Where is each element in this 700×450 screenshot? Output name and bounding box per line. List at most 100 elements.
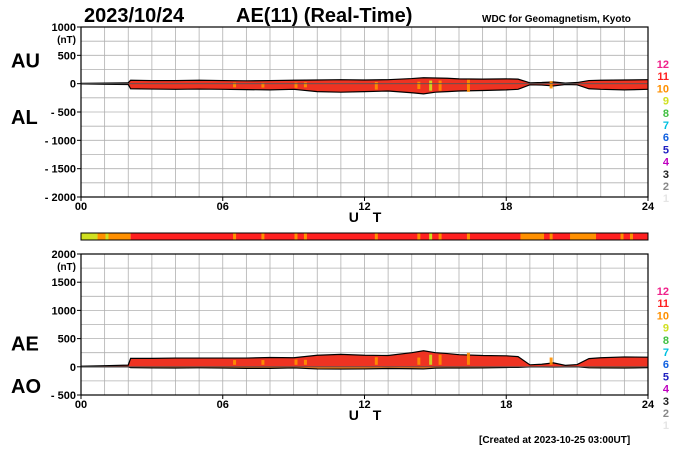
x-axis-label: U T xyxy=(349,209,387,225)
y-tick-label: - 500 xyxy=(51,107,76,119)
date-label: 2023/10/24 xyxy=(84,5,185,27)
level-stripe xyxy=(466,352,470,365)
legend-level-1: 1 xyxy=(663,420,669,432)
legend-level-10: 10 xyxy=(657,83,669,95)
level-stripe xyxy=(294,82,298,88)
legend-level-7: 7 xyxy=(663,347,669,359)
level-stripe xyxy=(429,354,433,365)
legend-level-11: 11 xyxy=(657,298,669,310)
legend-level-9: 9 xyxy=(663,96,669,108)
series-al-trace xyxy=(80,83,649,95)
level-stripe xyxy=(303,82,307,88)
x-tick-label: 24 xyxy=(642,399,655,411)
legend-level-8: 8 xyxy=(663,335,669,347)
level-stripe xyxy=(261,360,265,365)
legend-level-2: 2 xyxy=(663,181,669,193)
level-segment xyxy=(97,233,131,240)
y-unit-label: (nT) xyxy=(57,35,76,46)
level-stripe xyxy=(233,360,237,365)
legend-level-12: 12 xyxy=(657,286,669,298)
level-stripe xyxy=(417,357,421,365)
y-tick-label: - 2000 xyxy=(45,192,76,204)
activity-level-bar xyxy=(80,232,649,241)
legend-level-4: 4 xyxy=(663,384,670,396)
level-bar-frame xyxy=(80,232,649,241)
side-label-au: AU xyxy=(11,50,40,72)
side-label-ao: AO xyxy=(11,376,41,398)
level-stripe xyxy=(549,81,553,89)
level-highlight xyxy=(105,233,109,240)
organization-label: WDC for Geomagnetism, Kyoto xyxy=(482,14,631,25)
legend-level-4: 4 xyxy=(663,157,670,169)
created-timestamp: [Created at 2023-10-25 03:00UT] xyxy=(479,435,630,446)
y-tick-label: 0 xyxy=(70,362,76,374)
y-tick-label: 0 xyxy=(70,79,76,91)
legend-level-5: 5 xyxy=(663,144,669,156)
side-label-al: AL xyxy=(11,107,38,129)
legend-level-7: 7 xyxy=(663,120,669,132)
level-highlight xyxy=(303,233,307,240)
x-tick-label: 18 xyxy=(500,201,512,213)
level-highlight xyxy=(620,233,624,240)
level-highlight xyxy=(233,233,237,240)
series-ae-trace xyxy=(80,350,649,367)
legend-level-6: 6 xyxy=(663,132,669,144)
level-stripe xyxy=(374,357,378,365)
level-block xyxy=(520,233,545,240)
chart-title: AE(11) (Real-Time) xyxy=(236,5,412,27)
y-tick-label: - 500 xyxy=(51,390,76,402)
legend-level-2: 2 xyxy=(663,408,669,420)
series-au-trace xyxy=(80,77,649,84)
y-tick-label: 1500 xyxy=(52,277,76,289)
legend-level-9: 9 xyxy=(663,323,669,335)
legend-level-3: 3 xyxy=(663,396,669,408)
y-tick-label: 500 xyxy=(58,50,76,62)
y-tick-label: 1000 xyxy=(52,305,76,317)
level-stripe xyxy=(417,81,421,90)
level-highlight xyxy=(466,233,470,240)
y-tick-label: 1000 xyxy=(52,22,76,34)
legend-level-12: 12 xyxy=(657,59,669,71)
level-block xyxy=(570,233,597,240)
y-tick-label: - 1000 xyxy=(45,135,76,147)
level-highlight xyxy=(294,233,298,240)
panel-au-al: 1000 500 0 - 500 - 1000 - 1500 - 2000 (nT) 00 06 1… xyxy=(11,22,670,225)
level-highlight xyxy=(417,233,421,240)
level-highlight xyxy=(429,233,433,240)
legend-level-8: 8 xyxy=(663,108,669,120)
level-stripe xyxy=(429,80,433,91)
x-tick-label: 00 xyxy=(75,399,87,411)
y-unit-label: (nT) xyxy=(57,262,76,273)
x-tick-label: 12 xyxy=(358,201,370,213)
x-tick-label: 06 xyxy=(217,399,229,411)
level-stripe xyxy=(303,359,307,365)
x-tick-label: 06 xyxy=(217,201,229,213)
x-tick-label: 18 xyxy=(500,399,512,411)
x-tick-label: 12 xyxy=(358,399,370,411)
legend-level-1: 1 xyxy=(663,193,669,205)
x-tick-label: 24 xyxy=(642,201,655,213)
level-highlight xyxy=(86,233,90,240)
legend-level-5: 5 xyxy=(663,371,669,383)
level-segment xyxy=(130,233,649,240)
level-stripe xyxy=(233,82,237,88)
level-highlight xyxy=(261,233,265,240)
level-highlight xyxy=(438,233,442,240)
y-tick-label: 500 xyxy=(58,334,76,346)
series-al-area xyxy=(81,83,648,94)
level-stripe xyxy=(438,80,442,91)
y-tick-label: 2000 xyxy=(52,249,76,261)
level-highlight xyxy=(374,233,378,240)
level-stripe xyxy=(549,357,553,365)
series-ae-area xyxy=(81,350,648,367)
x-tick-label: 00 xyxy=(75,201,87,213)
level-highlight xyxy=(629,233,633,240)
level-stripe xyxy=(294,359,298,365)
legend-level-10: 10 xyxy=(657,310,669,322)
level-stripe xyxy=(374,81,378,90)
level-highlight xyxy=(549,233,553,240)
level-stripe xyxy=(261,82,265,88)
legend-level-11: 11 xyxy=(657,71,669,83)
